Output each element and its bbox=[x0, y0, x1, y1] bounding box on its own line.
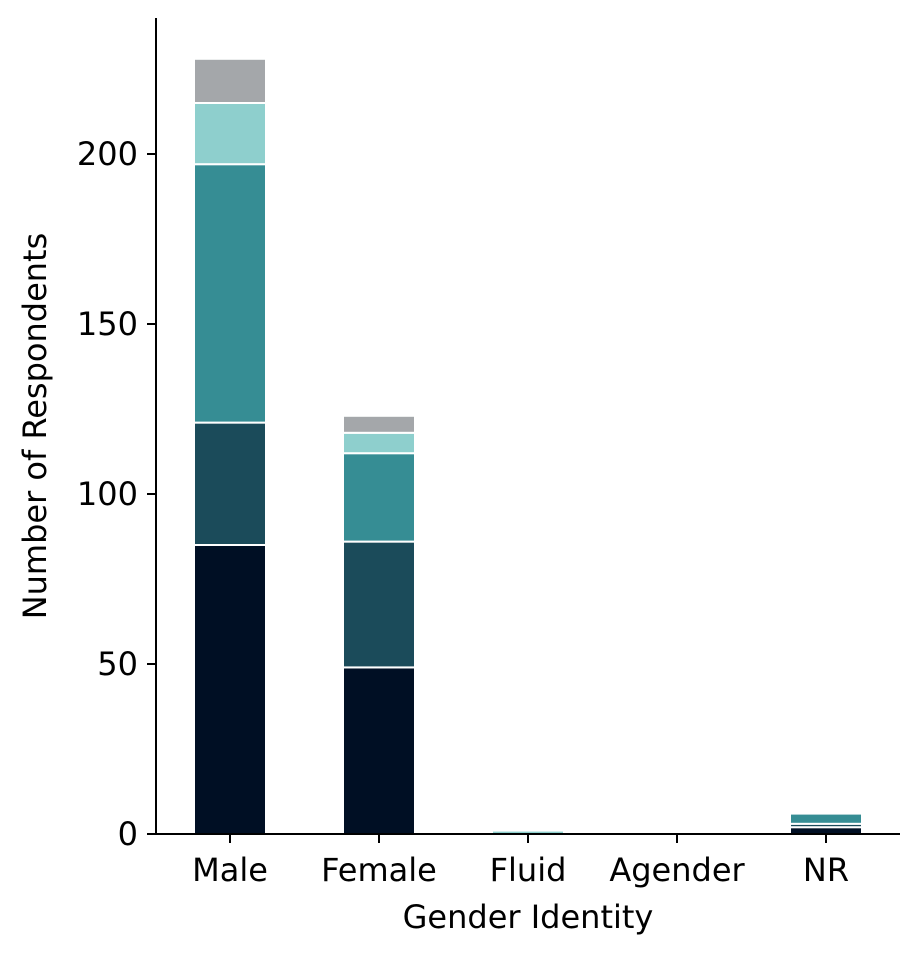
x-tick-label-agender: Agender bbox=[609, 851, 745, 889]
y-tick-label: 200 bbox=[77, 135, 138, 173]
bar-female-segment-5 bbox=[342, 414, 416, 434]
bar-male-segment-1 bbox=[193, 544, 267, 835]
x-tick-label-female: Female bbox=[321, 851, 437, 889]
bar-male-segment-5 bbox=[193, 57, 267, 104]
bars-layer bbox=[193, 57, 863, 836]
x-axis-label: Gender Identity bbox=[403, 898, 654, 936]
x-tick-label-male: Male bbox=[192, 851, 268, 889]
bar-male-segment-2 bbox=[193, 421, 267, 547]
x-tick-label-nr: NR bbox=[803, 851, 849, 889]
bar-female-segment-2 bbox=[342, 540, 416, 669]
bar-male-segment-3 bbox=[193, 163, 267, 424]
bar-female-segment-4 bbox=[342, 431, 416, 455]
x-tick-label-fluid: Fluid bbox=[490, 851, 567, 889]
bar-female-segment-3 bbox=[342, 452, 416, 543]
bar-nr-segment-3 bbox=[789, 812, 863, 825]
y-tick-label: 100 bbox=[77, 475, 138, 513]
y-tick-label: 0 bbox=[118, 815, 138, 853]
bar-male-segment-4 bbox=[193, 102, 267, 166]
bar-female-segment-1 bbox=[342, 666, 416, 836]
y-axis-label: Number of Respondents bbox=[16, 233, 54, 620]
y-tick-label: 50 bbox=[97, 645, 138, 683]
bar-nr-segment-1 bbox=[789, 826, 863, 836]
y-ticks: 0 50 100 150 200 bbox=[77, 135, 156, 853]
y-tick-label: 150 bbox=[77, 305, 138, 343]
x-ticks: Male Female Fluid Agender NR bbox=[192, 834, 849, 889]
